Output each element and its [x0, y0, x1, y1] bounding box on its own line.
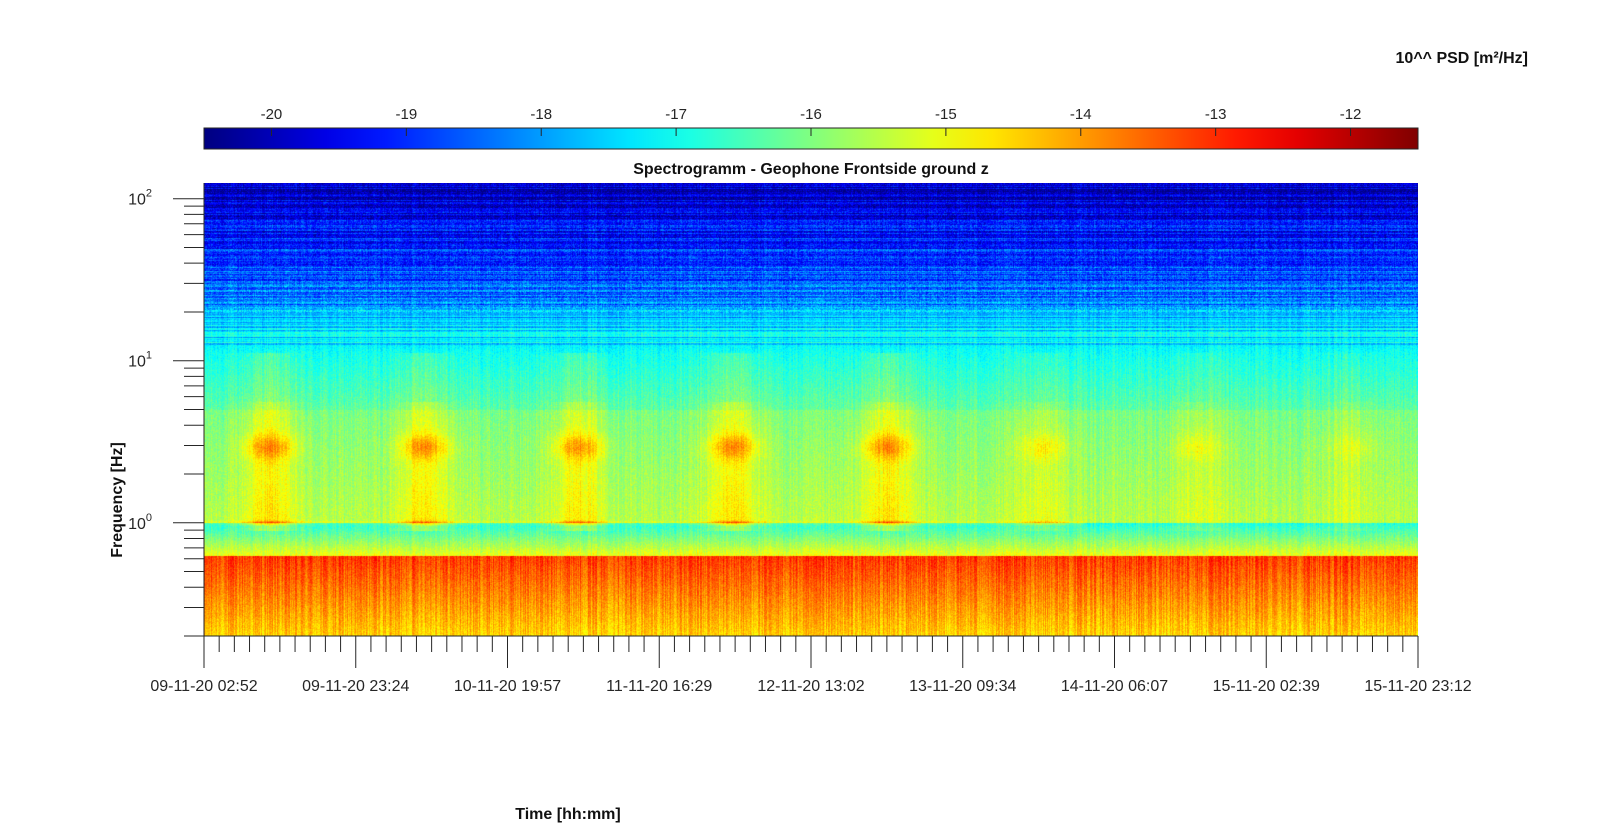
- x-tick-label: 13-11-20 09:34: [909, 678, 1016, 695]
- x-tick-label: 15-11-20 23:12: [1364, 678, 1471, 695]
- y-tick-label: 101: [128, 350, 152, 371]
- spectrogram-image: [204, 183, 1418, 636]
- colorbar-tick-label: -20: [261, 106, 283, 123]
- colorbar-tick-label: -12: [1340, 106, 1362, 123]
- colorbar-tick-label: -19: [395, 106, 417, 123]
- x-tick-label: 14-11-20 06:07: [1061, 678, 1168, 695]
- x-tick-label: 09-11-20 02:52: [150, 678, 257, 695]
- colorbar-tick-label: -18: [530, 106, 552, 123]
- y-axis-label: Frequency [Hz]: [109, 442, 126, 558]
- x-tick-label: 09-11-20 23:24: [302, 678, 409, 695]
- x-tick-label: 12-11-20 13:02: [757, 678, 864, 695]
- y-axis: 100 101 102: [128, 183, 205, 637]
- x-axis-label: Time [hh:mm]: [515, 806, 620, 823]
- colorbar-tick-label: -16: [800, 106, 822, 123]
- x-tick-label: 10-11-20 19:57: [454, 678, 561, 695]
- colorbar-tick-label: -13: [1205, 106, 1227, 123]
- colorbar-tick-label: -17: [665, 106, 687, 123]
- x-tick-label: 11-11-20 16:29: [606, 678, 712, 695]
- colorbar-tick-label: -15: [935, 106, 957, 123]
- chart-title: Spectrogramm - Geophone Frontside ground…: [633, 161, 989, 178]
- colorbar-tick-label: -14: [1070, 106, 1092, 123]
- x-tick-label: 15-11-20 02:39: [1213, 678, 1320, 695]
- y-tick-label: 100: [128, 512, 152, 533]
- colorbar-label: 10^^ PSD [m²/Hz]: [1396, 50, 1528, 67]
- plot-area: 100 101 102 09-11-20 02:52 09-11-20 23:24 10…: [128, 183, 1472, 695]
- colorbar-ticks: -20 -19 -18 -17 -16 -15 -14 -13 -12: [261, 106, 1362, 136]
- y-tick-label: 102: [128, 188, 152, 209]
- x-axis: 09-11-20 02:52 09-11-20 23:24 10-11-20 19:…: [150, 635, 1472, 695]
- colorbar: -20 -19 -18 -17 -16 -15 -14 -13 -12: [203, 106, 1419, 150]
